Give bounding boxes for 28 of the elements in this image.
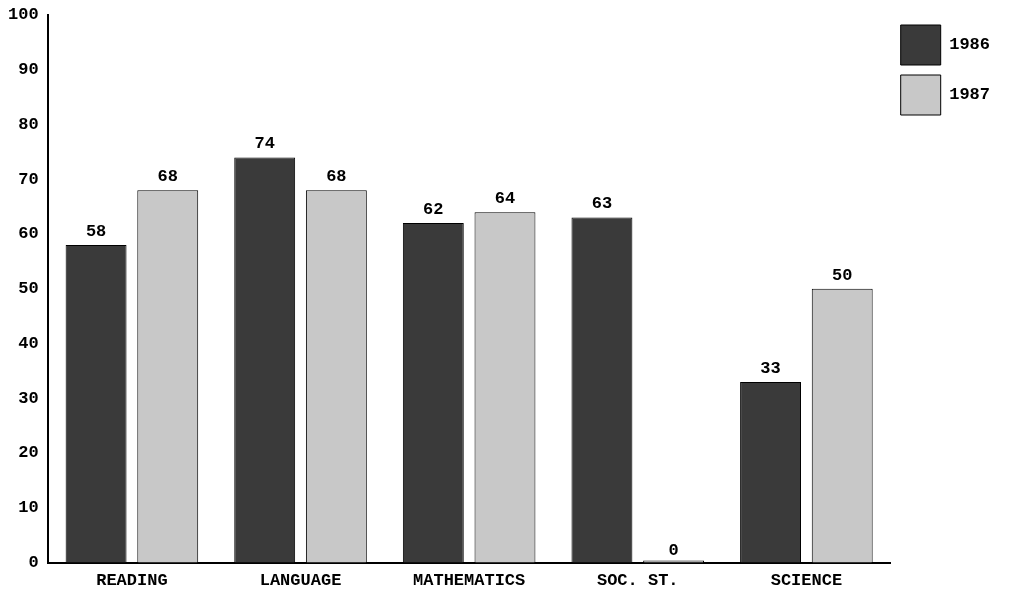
data-label: 68: [326, 167, 347, 187]
x-tick-label: SOC. ST.: [596, 571, 679, 591]
x-tick-label: MATHEMATICS: [413, 571, 526, 591]
x-tick-label: READING: [96, 571, 168, 591]
data-label: 58: [85, 221, 107, 241]
data-label: 64: [494, 188, 516, 208]
x-tick-label: LANGUAGE: [259, 571, 342, 591]
y-tick-label: 90: [18, 60, 39, 80]
y-tick-label: 30: [18, 388, 39, 408]
y-tick-label: 40: [18, 333, 39, 353]
y-tick-label: 50: [18, 279, 39, 299]
data-label: 62: [423, 199, 444, 219]
data-label: 50: [832, 265, 853, 285]
data-label: 0: [668, 541, 679, 561]
y-tick-label: 80: [18, 114, 39, 134]
data-label: 33: [760, 358, 781, 378]
data-label: 68: [157, 167, 178, 187]
legend-label: 1987: [949, 85, 991, 105]
y-tick-label: 10: [18, 498, 39, 518]
data-label: 74: [254, 134, 275, 154]
y-tick-label: 0: [28, 552, 39, 572]
legend-label: 1986: [949, 35, 991, 55]
y-tick-label: 100: [8, 5, 39, 25]
x-tick-label: SCIENCE: [770, 571, 843, 591]
y-tick-label: 60: [18, 224, 39, 244]
y-tick-label: 70: [18, 169, 39, 189]
data-label: 63: [591, 194, 613, 214]
y-tick-label: 20: [18, 443, 39, 463]
